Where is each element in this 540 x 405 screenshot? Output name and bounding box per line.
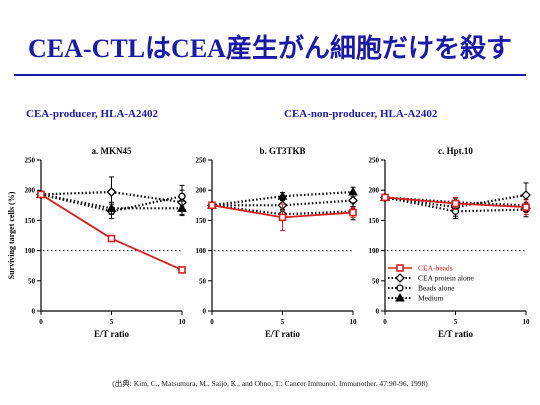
chart-panel-1: b. GT3TKB 0 50 100 150 200 250 0 5 10 E/T ratio bbox=[196, 146, 358, 339]
y-tick-label: 100 bbox=[369, 247, 380, 255]
x-tick-label: 10 bbox=[350, 318, 358, 326]
legend-label: Beads alone bbox=[418, 284, 455, 293]
data-point bbox=[178, 266, 186, 274]
data-point bbox=[349, 208, 357, 217]
y-tick-label: 100 bbox=[25, 247, 36, 255]
legend-label: CEA protein alone bbox=[418, 274, 474, 283]
data-point bbox=[208, 201, 216, 210]
y-axis-label: Surviving target cells (%) bbox=[7, 191, 16, 279]
x-tick-label: 5 bbox=[454, 318, 458, 326]
data-point bbox=[381, 193, 389, 202]
x-tick-label: 0 bbox=[39, 318, 43, 326]
y-tick-label: 150 bbox=[25, 217, 36, 225]
legend-marker bbox=[395, 292, 405, 302]
legend-marker bbox=[396, 264, 404, 272]
x-tick-label: 10 bbox=[179, 318, 187, 326]
data-point bbox=[522, 203, 530, 211]
data-point bbox=[178, 192, 186, 200]
y-tick-label: 50 bbox=[28, 277, 36, 285]
y-tick-label: 150 bbox=[196, 217, 207, 225]
legend-label: CEA-beads bbox=[418, 264, 453, 273]
data-point bbox=[106, 203, 117, 212]
y-tick-label: 250 bbox=[196, 157, 207, 165]
data-point bbox=[278, 213, 287, 222]
y-tick-label: 200 bbox=[25, 187, 36, 195]
data-point bbox=[177, 203, 187, 212]
series-line bbox=[384, 196, 527, 213]
y-tick-label: 0 bbox=[32, 308, 36, 316]
series-cea-beads bbox=[381, 193, 530, 215]
data-point bbox=[107, 234, 116, 243]
y-tick-label: 250 bbox=[25, 157, 36, 165]
x-tick-label: 0 bbox=[383, 318, 387, 326]
series-cea-beads bbox=[37, 190, 186, 274]
cea-non-producer-label: CEA-non-producer, HLA-A2402 bbox=[284, 108, 438, 120]
y-tick-label: 200 bbox=[196, 187, 207, 195]
series-cea-beads bbox=[208, 201, 357, 232]
y-tick-label: 0 bbox=[376, 308, 380, 316]
slide-title: CEA-CTLはCEA産生がん細胞だけを殺す bbox=[28, 34, 512, 63]
y-tick-label: 100 bbox=[196, 247, 207, 255]
cea-producer-label: CEA-producer, HLA-A2402 bbox=[26, 108, 159, 120]
y-tick-label: 0 bbox=[203, 308, 207, 316]
y-tick-label: 150 bbox=[369, 217, 380, 225]
x-axis-label: E/T ratio bbox=[94, 329, 130, 339]
series-line bbox=[40, 193, 182, 210]
legend-label: Medium bbox=[418, 294, 444, 303]
x-tick-label: 10 bbox=[523, 318, 531, 326]
x-tick-label: 5 bbox=[281, 318, 285, 326]
panel-title: b. GT3TKB bbox=[259, 146, 305, 156]
x-tick-label: 0 bbox=[210, 318, 214, 326]
x-tick-label: 5 bbox=[110, 318, 114, 326]
chart-panel-0: a. MKN45 0 50 100 150 200 250 0 5 10 E/T ratio Surv… bbox=[7, 146, 187, 339]
data-point bbox=[451, 199, 460, 208]
data-point bbox=[521, 190, 531, 200]
data-point bbox=[277, 191, 288, 200]
data-point bbox=[106, 187, 117, 197]
panel-title: a. MKN45 bbox=[92, 146, 132, 156]
data-point bbox=[348, 187, 358, 196]
title-divider bbox=[14, 74, 526, 76]
y-tick-label: 200 bbox=[369, 187, 380, 195]
x-axis-label: E/T ratio bbox=[265, 329, 301, 339]
data-point bbox=[37, 190, 45, 199]
legend-marker bbox=[396, 284, 404, 292]
citation: (出典: Kim, C., Matsumura, M., Saijo, K., … bbox=[112, 379, 428, 388]
panel-title: c. Hpt.10 bbox=[438, 146, 473, 156]
y-tick-label: 50 bbox=[199, 277, 207, 285]
y-tick-label: 250 bbox=[369, 157, 380, 165]
x-axis-label: E/T ratio bbox=[438, 329, 474, 339]
legend-marker bbox=[395, 273, 405, 283]
chart-panel-2: c. Hpt.10 0 50 100 150 200 250 0 5 10 E/T ratio CEA… bbox=[369, 146, 531, 339]
y-tick-label: 50 bbox=[372, 277, 380, 285]
